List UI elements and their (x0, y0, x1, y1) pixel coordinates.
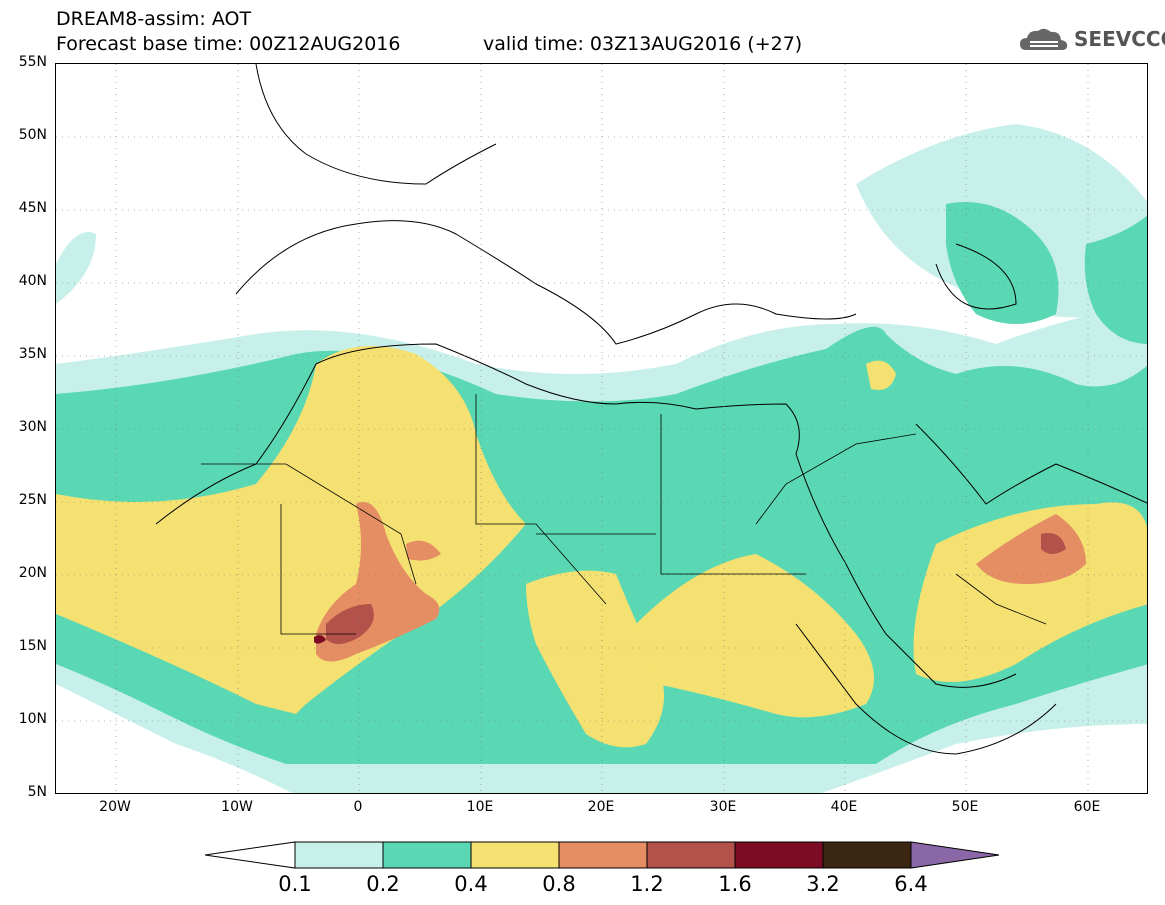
colorbar-label: 0.2 (366, 872, 400, 896)
colorbar-label: 1.2 (630, 872, 664, 896)
lon-label: 10E (466, 799, 494, 815)
lat-label: 10N (18, 711, 47, 727)
lat-label: 55N (18, 54, 47, 70)
seevccc-logo-text: SEEVCCC (1074, 27, 1165, 51)
colorbar-segment (294, 841, 384, 869)
lat-label: 50N (18, 127, 47, 143)
seevccc-logo-icon (1020, 28, 1068, 50)
colorbar-label: 3.2 (806, 872, 840, 896)
lon-label: 10W (221, 799, 253, 815)
lat-label: 5N (27, 784, 47, 800)
lon-label: 60E (1073, 799, 1101, 815)
lon-label: 30E (709, 799, 737, 815)
colorbar-label: 6.4 (894, 872, 928, 896)
lon-label: 20E (587, 799, 615, 815)
lon-label: 50E (951, 799, 979, 815)
lon-label: 0 (353, 799, 363, 815)
lon-label: 40E (830, 799, 858, 815)
colorbar-label: 0.1 (278, 872, 312, 896)
lat-label: 25N (18, 492, 47, 508)
colorbar-segment (822, 841, 912, 869)
lon-label: 20W (99, 799, 131, 815)
lat-label: 40N (18, 273, 47, 289)
graticule (56, 64, 1147, 793)
lat-label: 20N (18, 565, 47, 581)
lat-label: 15N (18, 638, 47, 654)
aot-field-1-6 (314, 635, 326, 644)
colorbar-low-arrow (205, 841, 296, 869)
colorbar-label: 0.4 (454, 872, 488, 896)
colorbar-label: 1.6 (718, 872, 752, 896)
map-canvas (56, 64, 1147, 793)
aot-map (55, 63, 1148, 794)
colorbar-segment (558, 841, 648, 869)
colorbar-high-arrow (910, 841, 1000, 869)
title-valid-time: valid time: 03Z13AUG2016 (+27) (483, 33, 803, 55)
colorbar-segment (734, 841, 824, 869)
colorbar (205, 841, 1000, 869)
title-base-time: Forecast base time: 00Z12AUG2016 (56, 33, 401, 55)
colorbar-segment (646, 841, 736, 869)
title-line-1: DREAM8-assim: AOT (56, 8, 252, 30)
colorbar-label: 0.8 (542, 872, 576, 896)
lat-label: 35N (18, 346, 47, 362)
country-borders (201, 394, 1047, 635)
lat-label: 30N (18, 419, 47, 435)
lat-label: 45N (18, 200, 47, 216)
colorbar-segment (382, 841, 472, 869)
colorbar-segment (470, 841, 560, 869)
coastlines (155, 64, 1147, 755)
